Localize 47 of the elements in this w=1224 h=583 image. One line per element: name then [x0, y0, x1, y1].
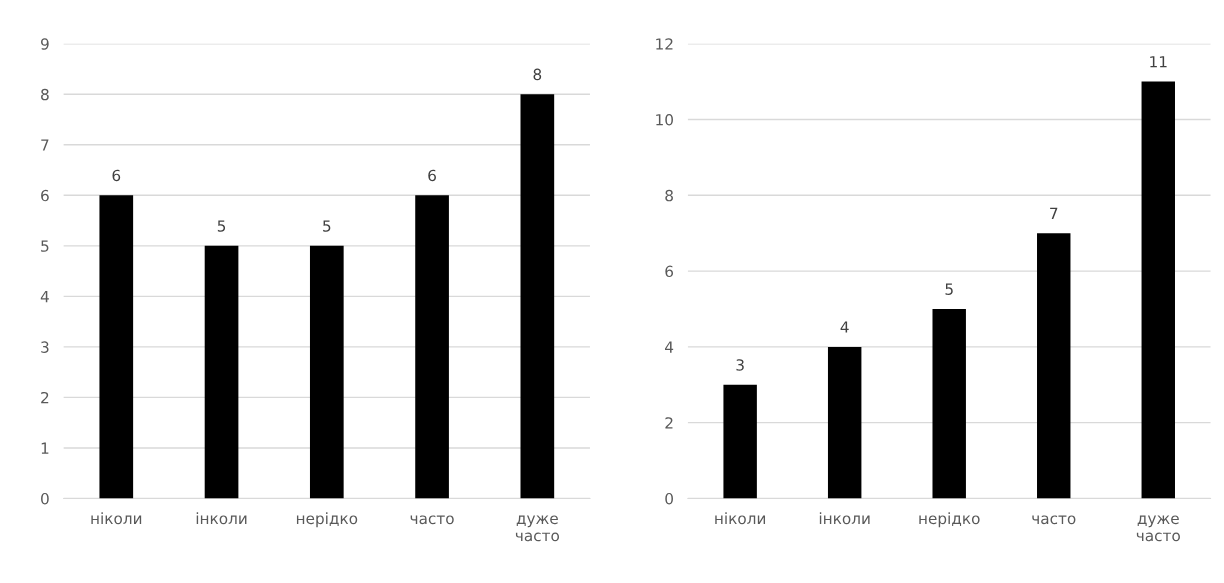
data-label: 6: [112, 169, 121, 182]
y-tick-label: 5: [41, 240, 49, 252]
data-label: 5: [323, 220, 331, 232]
y-tick-label: 2: [41, 391, 49, 404]
x-tick-label: ніколи: [715, 512, 766, 525]
x-tick-label: дуже часто: [1136, 515, 1180, 542]
bar: [415, 195, 449, 499]
bar: [827, 346, 862, 499]
bar: [723, 384, 757, 499]
x-tick-label: інколи: [196, 512, 247, 525]
data-label: 5: [217, 220, 226, 232]
x-tick-label: часто: [410, 515, 454, 525]
y-tick-label: 10: [656, 113, 673, 126]
y-tick-label: 12: [656, 38, 673, 50]
x-tick-label: дуже часто: [515, 515, 560, 542]
y-tick-label: 9: [41, 38, 49, 50]
y-tick-label: 1: [41, 442, 49, 454]
data-label: 7: [1050, 207, 1058, 219]
bar: [99, 195, 134, 499]
y-tick-label: 7: [41, 139, 49, 151]
y-tick-label: 0: [665, 492, 673, 505]
y-tick-label: 0: [41, 492, 49, 505]
x-tick-label: інколи: [819, 512, 870, 525]
y-tick-label: 8: [665, 189, 673, 202]
y-tick-label: 4: [40, 291, 49, 303]
x-tick-label: нерідко: [296, 512, 358, 528]
y-tick-label: 2: [665, 417, 673, 429]
x-tick-label: часто: [1032, 515, 1076, 525]
y-tick-label: 8: [41, 88, 49, 101]
x-tick-label: ніколи: [91, 512, 142, 525]
data-label: 6: [428, 169, 436, 182]
data-label: 5: [945, 283, 953, 295]
y-tick-label: 6: [665, 265, 674, 278]
y-tick-label: 3: [41, 341, 49, 353]
data-label: 3: [736, 359, 744, 371]
y-tick-label: 4: [665, 341, 674, 353]
data-label: 8: [533, 68, 542, 81]
bar: [1141, 81, 1175, 499]
bar: [309, 245, 344, 499]
bar: [520, 94, 555, 499]
x-tick-label: нерідко: [919, 512, 980, 528]
bar: [204, 245, 239, 499]
data-label: 11: [1150, 56, 1167, 68]
data-label: 4: [840, 321, 849, 333]
bar: [932, 308, 966, 499]
y-tick-label: 6: [41, 189, 49, 202]
bar: [1037, 233, 1071, 499]
